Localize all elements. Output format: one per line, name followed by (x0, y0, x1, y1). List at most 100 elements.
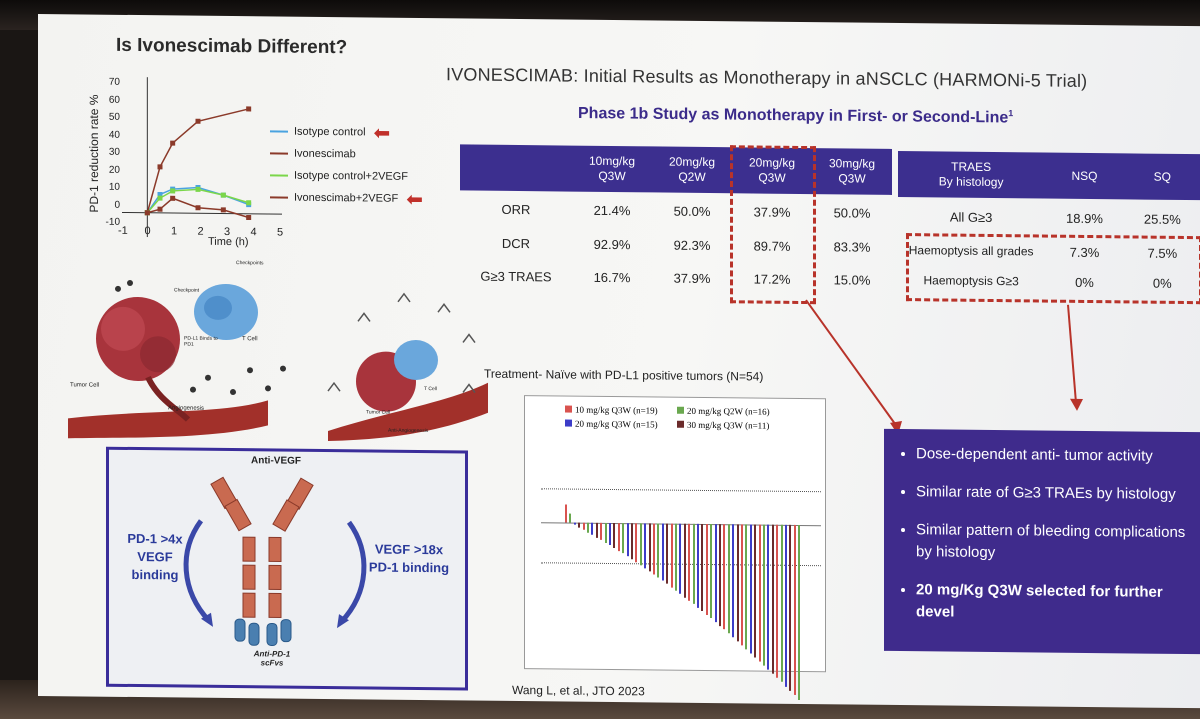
pd1-line-chart: PD-1 reduction rate % 70 60 50 40 30 20 10 0 -10… (78, 76, 423, 249)
tumor-cell-label-2: Tumor Cell (366, 409, 391, 416)
waterfall-bar (692, 523, 695, 605)
waterfall-bar (573, 522, 576, 525)
waterfall-bar (710, 524, 713, 619)
vegf-binding-label: VEGF >18x PD-1 binding (368, 541, 450, 576)
key-findings-box: Dose-dependent anti- tumor activity Simi… (884, 428, 1200, 655)
arrow-head-right (1070, 398, 1083, 411)
waterfall-bar (631, 523, 633, 560)
waterfall-bar (626, 523, 629, 557)
waterfall-bar (741, 524, 743, 646)
waterfall-title: Treatment- Naïve with PD-L1 positive tum… (484, 366, 764, 384)
waterfall-bar (639, 523, 642, 566)
waterfall-bar (604, 522, 607, 543)
data-point (220, 207, 226, 213)
waterfall-bar (771, 524, 774, 674)
t-cell-label-2: T Cell (424, 386, 437, 393)
waterfall-bar (600, 522, 603, 540)
bullet-item: 20 mg/Kg Q3W selected for further devel (916, 579, 1200, 626)
data-point (170, 195, 176, 201)
waterfall-bar (688, 523, 691, 601)
waterfall-bar (587, 522, 589, 533)
waterfall-bar (780, 524, 783, 683)
waterfall-bar (657, 523, 660, 578)
waterfall-bar (591, 522, 594, 535)
arrow-line-left (805, 299, 899, 429)
blood-vessel-1 (68, 400, 268, 439)
data-point (246, 200, 252, 206)
waterfall-bar (705, 523, 708, 615)
waterfall-bar (617, 523, 620, 551)
data-point (195, 205, 201, 211)
data-point (170, 188, 176, 194)
waterfall-bar (714, 524, 717, 623)
data-point (195, 118, 201, 124)
waterfall-chart: 10 mg/kg Q3W (n=19) 20 mg/kg Q2W (n=16) 20… (524, 395, 826, 700)
waterfall-bar (745, 524, 748, 650)
waterfall-bar (582, 522, 585, 530)
waterfall-bar (732, 524, 735, 638)
waterfall-bar (670, 523, 673, 588)
data-point (170, 140, 176, 146)
data-point (246, 106, 252, 112)
data-point (144, 210, 150, 216)
angiogenesis-label: Angiogenesis (168, 405, 205, 412)
waterfall-bar (595, 522, 598, 538)
data-point (157, 164, 163, 170)
mechanism-illustration: Checkpoints Checkpoint PD-L1 Binds to PD… (68, 258, 488, 442)
blood-vessel-2 (328, 382, 488, 442)
waterfall-bar (635, 523, 638, 563)
waterfall-bars (565, 397, 815, 700)
pdl1-binds-label: PD-L1 Binds to PD1 (184, 335, 218, 348)
waterfall-bar (661, 523, 664, 581)
waterfall-bar (785, 524, 787, 687)
waterfall-bar (697, 523, 699, 608)
anti-pd1-label: Anti-PD-1 scFvs (253, 649, 291, 668)
waterfall-bar (719, 524, 721, 626)
waterfall-bar (723, 524, 726, 630)
bullet-item: Similar pattern of bleeding complication… (916, 519, 1200, 566)
waterfall-bar (763, 524, 765, 666)
data-point (195, 186, 201, 192)
checkpoints-label: Checkpoints (236, 260, 264, 267)
waterfall-bar (798, 524, 801, 700)
waterfall-bar (653, 523, 655, 575)
waterfall-bar (776, 524, 779, 678)
waterfall-bar (613, 523, 616, 549)
t-cell-label: T Cell (242, 336, 258, 343)
waterfall-bar (679, 523, 682, 594)
line-plot-area (122, 77, 282, 238)
waterfall-bar (565, 504, 567, 523)
waterfall-bar (767, 524, 770, 670)
waterfall-bar (644, 523, 647, 569)
scfv-domain (234, 618, 246, 642)
waterfall-bar (609, 522, 611, 546)
arrow-line-right (1067, 304, 1077, 403)
checkpoint-label: Checkpoint (174, 287, 200, 294)
antibody-diagram: Anti-VEGF PD-1 >4x VEGF bi (106, 446, 468, 691)
waterfall-bar (666, 523, 669, 584)
waterfall-bar (675, 523, 677, 591)
waterfall-bar (727, 524, 730, 634)
waterfall-bar (793, 524, 796, 696)
anti-angiogenesis-label: Anti-Angiogenesis (388, 427, 429, 435)
data-point (246, 214, 252, 221)
waterfall-bar (622, 523, 625, 554)
connector-arrows (805, 299, 1083, 436)
citation: Wang L, et al., JTO 2023 (512, 682, 645, 699)
waterfall-bar (683, 523, 686, 598)
waterfall-bar (749, 524, 752, 654)
waterfall-bar (569, 513, 572, 523)
data-point (220, 192, 226, 198)
waterfall-bar (758, 524, 761, 662)
waterfall-bar (789, 524, 792, 691)
waterfall-bar (648, 523, 651, 572)
bullet-item: Similar rate of G≥3 TRAEs by histology (916, 481, 1200, 506)
data-point (157, 206, 163, 212)
waterfall-bar (578, 522, 581, 528)
waterfall-bar (754, 524, 757, 658)
bullet-item: Dose-dependent anti- tumor activity (916, 443, 1200, 468)
waterfall-bar (736, 524, 739, 642)
tumor-cell-label: Tumor Cell (70, 382, 100, 389)
pd1-binding-label: PD-1 >4x VEGF binding (127, 530, 183, 583)
data-point (157, 195, 163, 201)
